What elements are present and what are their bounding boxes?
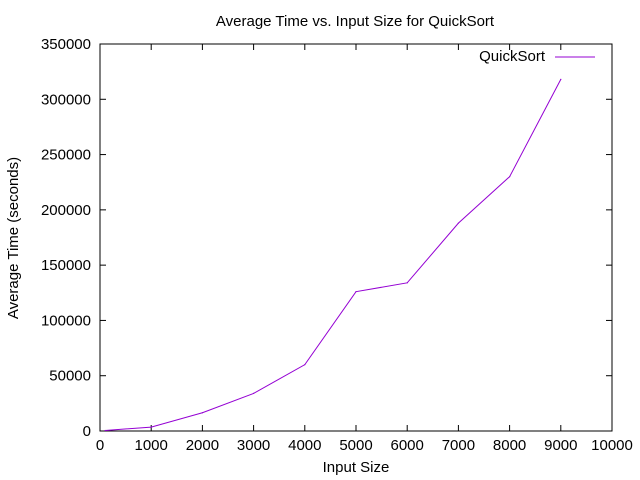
x-tick-label: 3000 xyxy=(237,437,270,454)
chart-title: Average Time vs. Input Size for QuickSor… xyxy=(216,13,495,30)
x-axis: 0 1000 2000 3000 4000 5000 6000 7000 8000 9000 100… xyxy=(96,44,633,454)
y-tick-label: 200000 xyxy=(41,202,91,219)
y-axis-label: Average Time (seconds) xyxy=(5,157,22,319)
data-point xyxy=(304,364,306,366)
data-point xyxy=(253,392,255,395)
x-tick-label: 2000 xyxy=(186,437,219,454)
y-tick-label: 0 xyxy=(83,423,91,440)
y-tick-label: 250000 xyxy=(41,147,91,164)
x-axis-label: Input Size xyxy=(323,459,390,476)
y-tick-label: 50000 xyxy=(49,368,91,385)
data-point xyxy=(355,291,357,293)
x-tick-label: 8000 xyxy=(493,437,526,454)
x-tick-label: 4000 xyxy=(288,437,321,454)
data-point xyxy=(457,222,459,224)
data-point xyxy=(406,282,408,284)
data-point xyxy=(509,176,511,178)
y-tick-label: 150000 xyxy=(41,257,91,274)
data-point xyxy=(201,412,203,414)
series-layer xyxy=(104,78,562,432)
y-tick-label: 350000 xyxy=(41,36,91,53)
x-tick-label: 0 xyxy=(96,437,104,454)
x-tick-label: 5000 xyxy=(339,437,372,454)
x-tick-label: 10000 xyxy=(591,437,633,454)
y-tick-label: 100000 xyxy=(41,312,91,329)
x-tick-label: 9000 xyxy=(544,437,577,454)
legend-label-quicksort: QuickSort xyxy=(479,48,546,65)
x-tick-label: 1000 xyxy=(135,437,168,454)
data-point xyxy=(104,429,106,432)
data-point xyxy=(150,426,152,428)
data-point xyxy=(560,78,562,80)
y-tick-label: 300000 xyxy=(41,91,91,108)
y-axis: 0 50000 100000 150000 200000 250000 300000 3500… xyxy=(41,36,612,440)
x-tick-label: 6000 xyxy=(391,437,424,454)
x-tick-label: 7000 xyxy=(442,437,475,454)
series-line-quicksort xyxy=(105,79,562,431)
plot-frame xyxy=(99,43,613,432)
legend: QuickSort xyxy=(479,48,595,65)
